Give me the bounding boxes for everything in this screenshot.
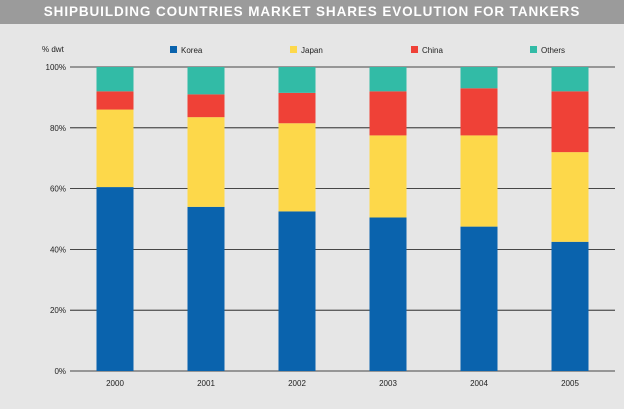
y-axis-ticks: 0% 20% 40% 60% 80% 100% bbox=[46, 63, 66, 376]
legend-label-japan: Japan bbox=[301, 46, 323, 55]
y-axis-label: % dwt bbox=[42, 45, 65, 54]
bar-segment-others bbox=[460, 67, 498, 89]
bar-segment-korea bbox=[369, 217, 407, 371]
x-tick-label: 2003 bbox=[379, 379, 397, 388]
bar-segment-china bbox=[460, 88, 498, 136]
x-tick-label: 2000 bbox=[106, 379, 124, 388]
bar-segment-china bbox=[551, 91, 589, 153]
bar-segment-japan bbox=[278, 123, 316, 212]
bar-segment-korea bbox=[551, 241, 589, 371]
chart-title: SHIPBUILDING COUNTRIES MARKET SHARES EVO… bbox=[0, 0, 624, 24]
bar-segment-japan bbox=[551, 152, 589, 242]
bar-segment-korea bbox=[278, 211, 316, 371]
legend-label-others: Others bbox=[541, 46, 565, 55]
x-tick-label: 2005 bbox=[561, 379, 579, 388]
legend-label-korea: Korea bbox=[181, 46, 203, 55]
y-tick-label: 0% bbox=[54, 367, 66, 376]
x-tick-label: 2002 bbox=[288, 379, 306, 388]
bar-segment-japan bbox=[369, 135, 407, 218]
bar-segment-japan bbox=[96, 109, 134, 188]
x-tick-label: 2004 bbox=[470, 379, 488, 388]
bar-segment-korea bbox=[187, 206, 225, 371]
bar-segment-korea bbox=[96, 187, 134, 371]
bar-segment-china bbox=[369, 91, 407, 136]
bar-segment-others bbox=[369, 67, 407, 92]
bar-segment-china bbox=[96, 91, 134, 110]
bar-segment-others bbox=[187, 67, 225, 95]
bar-segment-others bbox=[278, 67, 316, 93]
bar-segment-china bbox=[187, 94, 225, 118]
bar-segment-korea bbox=[460, 226, 498, 371]
x-axis-ticks: 2000 2001 2002 2003 2004 2005 bbox=[106, 379, 579, 388]
legend: Korea Japan China Others bbox=[170, 46, 565, 55]
legend-swatch-china bbox=[411, 46, 418, 53]
gridlines bbox=[70, 66, 615, 372]
legend-label-china: China bbox=[422, 46, 443, 55]
bar-segment-others bbox=[96, 67, 134, 92]
x-tick-label: 2001 bbox=[197, 379, 215, 388]
bars bbox=[96, 67, 589, 371]
y-tick-label: 40% bbox=[50, 245, 66, 254]
legend-swatch-others bbox=[530, 46, 537, 53]
legend-swatch-japan bbox=[290, 46, 297, 53]
bar-segment-japan bbox=[460, 135, 498, 227]
legend-swatch-korea bbox=[170, 46, 177, 53]
bar-segment-china bbox=[278, 92, 316, 124]
y-tick-label: 80% bbox=[50, 124, 66, 133]
y-tick-label: 60% bbox=[50, 185, 66, 194]
y-tick-label: 100% bbox=[46, 63, 66, 72]
y-tick-label: 20% bbox=[50, 306, 66, 315]
bar-segment-others bbox=[551, 67, 589, 92]
bar-segment-japan bbox=[187, 117, 225, 207]
